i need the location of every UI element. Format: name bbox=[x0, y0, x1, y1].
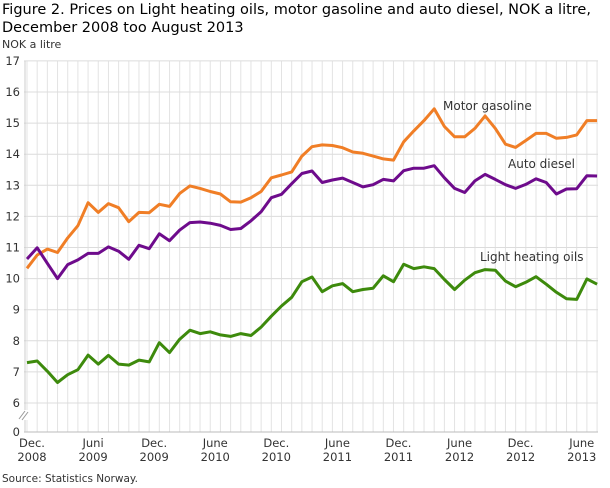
y-tick-label: 13 bbox=[5, 178, 20, 192]
x-tick-label-year: 2011 bbox=[323, 450, 352, 464]
x-tick-label-month: Dec. bbox=[263, 436, 289, 450]
x-tick-label-month: Dec. bbox=[508, 436, 534, 450]
series-label: Light heating oils bbox=[480, 250, 583, 264]
y-tick-label: 14 bbox=[5, 147, 20, 161]
y-tick-label: 0 bbox=[13, 425, 20, 439]
y-tick-label: 12 bbox=[5, 209, 20, 223]
x-tick-label-year: 2010 bbox=[201, 450, 230, 464]
y-tick-label: 6 bbox=[13, 396, 20, 410]
axis-break-mark bbox=[21, 411, 29, 421]
y-tick-label: 16 bbox=[5, 85, 20, 99]
y-tick-label: 11 bbox=[5, 241, 20, 255]
chart-title: Figure 2. Prices on Light heating oils, … bbox=[2, 2, 591, 36]
x-tick-label-month: Dec. bbox=[386, 436, 412, 450]
axis-break-gap bbox=[18, 410, 30, 420]
y-tick-label: 7 bbox=[13, 365, 20, 379]
x-tick-label-month: June bbox=[446, 436, 472, 450]
x-tick-label-year: 2009 bbox=[140, 450, 169, 464]
x-tick-label-year: 2010 bbox=[262, 450, 291, 464]
series-line-light-heating-oils bbox=[26, 262, 598, 384]
x-tick-label-year: 2011 bbox=[384, 450, 413, 464]
y-tick-label: 15 bbox=[5, 116, 20, 130]
source-note: Source: Statistics Norway. bbox=[2, 473, 138, 485]
x-tick-label-month: June bbox=[324, 436, 350, 450]
x-tick-label-month: Dec. bbox=[19, 436, 45, 450]
series-label: Motor gasoline bbox=[443, 99, 532, 113]
x-tick-label-year: 2012 bbox=[506, 450, 535, 464]
series-label: Auto diesel bbox=[508, 157, 575, 171]
x-tick-label-month: June bbox=[568, 436, 594, 450]
x-tick-label-month: Juni bbox=[81, 436, 103, 450]
series-line-motor-gasoline bbox=[25, 107, 598, 270]
y-tick-label: 10 bbox=[5, 272, 20, 286]
x-tick-label-year: 2013 bbox=[567, 450, 596, 464]
y-tick-label: 9 bbox=[13, 303, 20, 317]
y-tick-label: 17 bbox=[5, 54, 20, 68]
x-tick-label-year: 2012 bbox=[445, 450, 474, 464]
x-tick-label-year: 2009 bbox=[78, 450, 107, 464]
y-axis-label: NOK a litre bbox=[2, 38, 62, 51]
x-tick-label-year: 2008 bbox=[17, 450, 46, 464]
axis-break-mark bbox=[18, 410, 26, 420]
x-tick-label-month: Dec. bbox=[141, 436, 167, 450]
series-line-auto-diesel bbox=[25, 164, 598, 281]
x-tick-label-month: June bbox=[202, 436, 228, 450]
y-tick-label: 8 bbox=[13, 334, 20, 348]
